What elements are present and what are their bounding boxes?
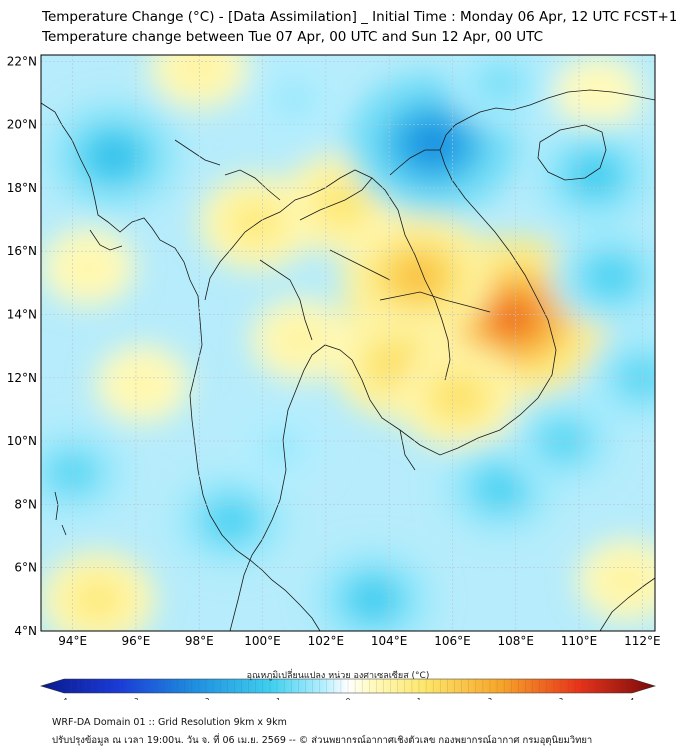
colorbar-tick-label: -4: [61, 697, 69, 700]
colorbar-tick-label: 3: [559, 697, 563, 700]
field-blob: [483, 293, 542, 342]
lon-label: 110°E: [561, 634, 598, 648]
field-blob: [323, 188, 360, 219]
lat-label: 10°N: [7, 434, 37, 448]
colorbar-bar: [39, 678, 657, 694]
lon-label: 112°E: [624, 634, 661, 648]
field-blob: [80, 585, 116, 614]
field-blob: [267, 435, 296, 460]
lon-label: 102°E: [308, 634, 345, 648]
colorbar-tick-label: 1: [417, 697, 421, 700]
colorbar-tick-label: 4: [630, 697, 635, 700]
field-blob: [285, 327, 316, 353]
map-frame: [40, 54, 656, 632]
colorbar-tick-label: -3: [132, 697, 139, 700]
field-blob: [394, 257, 441, 296]
lat-label: 16°N: [7, 244, 37, 258]
lon-label: 98°E: [185, 634, 214, 648]
map-title: Temperature Change (°C) - [Data Assimila…: [42, 9, 676, 25]
lon-label: 108°E: [497, 634, 534, 648]
lat-label: 14°N: [7, 308, 37, 322]
gridlines: [41, 55, 655, 632]
field-blob: [128, 372, 157, 396]
temperature-field: [41, 55, 655, 631]
field-blob: [484, 70, 516, 97]
lat-label: 20°N: [7, 118, 37, 132]
lon-label: 100°E: [244, 634, 281, 648]
colorbar: -4 -3 -2 -1 0 1 2 3 4: [39, 678, 657, 700]
field-blob: [625, 363, 655, 393]
lat-label: 22°N: [7, 54, 37, 68]
colorbar-tick-label: 0: [346, 697, 350, 700]
field-blob: [546, 426, 581, 456]
temperature-change-map: 22°N 20°N 18°N 16°N 14°N 12°N 10°N 8°N 6°N 4°N 94…: [7, 54, 661, 700]
field-blob: [354, 583, 393, 616]
colorbar-label: อุณหภูมิเปลี่ยนแปลง หน่วย องศาเซลเซียส (…: [246, 671, 430, 681]
update-credit: ปรับปรุงข้อมูล ณ เวลา 19:00น. วัน จ. ที่…: [52, 735, 593, 746]
field-blob: [280, 87, 309, 112]
map-subtitle: Temperature change between Tue 07 Apr, 0…: [42, 29, 544, 45]
field-blob: [74, 255, 103, 279]
model-info: WRF-DA Domain 01 :: Grid Resolution 9km …: [52, 717, 287, 728]
lon-label: 104°E: [371, 634, 408, 648]
latitude-labels: 22°N 20°N 18°N 16°N 14°N 12°N 10°N 8°N 6°N 4°N: [7, 54, 37, 638]
colorbar-tick-label: -1: [274, 697, 281, 700]
field-blob: [576, 159, 614, 191]
field-blob: [212, 505, 249, 536]
colorbar-tick-label: -2: [203, 697, 210, 700]
field-blob: [93, 139, 135, 174]
lat-label: 4°N: [14, 624, 37, 638]
lon-label: 106°E: [434, 634, 471, 648]
lat-label: 18°N: [7, 181, 37, 195]
lon-label: 96°E: [122, 634, 151, 648]
field-blob: [592, 261, 629, 292]
lat-label: 6°N: [14, 561, 37, 575]
colorbar-tick-label: 2: [488, 697, 492, 700]
lat-label: 12°N: [7, 371, 37, 385]
lon-label: 94°E: [58, 634, 87, 648]
field-blob: [584, 81, 612, 105]
field-blob: [611, 568, 642, 593]
field-blob: [481, 473, 518, 504]
lat-label: 8°N: [14, 497, 37, 511]
field-blob: [439, 381, 478, 413]
field-blob: [407, 122, 460, 166]
longitude-labels: 94°E 96°E 98°E 100°E 102°E 104°E 106°E 108°E 110…: [58, 634, 660, 648]
